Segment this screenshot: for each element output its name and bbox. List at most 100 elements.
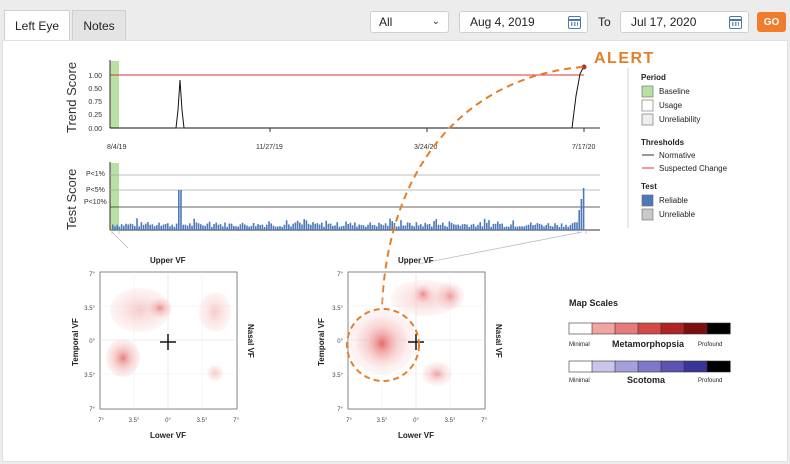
test-bar xyxy=(191,225,193,230)
test-bar xyxy=(250,225,253,230)
test-bar xyxy=(178,190,180,230)
test-bar xyxy=(169,226,171,230)
legend-thresholds-title: Thresholds xyxy=(641,138,685,147)
go-button[interactable]: GO xyxy=(757,12,786,32)
calendar-icon[interactable] xyxy=(568,16,581,29)
test-bar xyxy=(415,222,418,230)
legend-period-title: Period xyxy=(641,73,666,82)
test-bar xyxy=(239,224,242,230)
zoom-bracket xyxy=(111,230,120,234)
test-bar xyxy=(193,218,195,230)
test-bar xyxy=(556,225,558,230)
map-right-label: Nasal VF xyxy=(246,324,255,358)
end-date-value: Jul 17, 2020 xyxy=(631,15,697,29)
test-bar xyxy=(211,227,213,230)
trend-xtick: 3/24/20 xyxy=(414,144,437,151)
test-bar xyxy=(226,226,228,230)
test-bar xyxy=(503,226,506,230)
scale-swatch xyxy=(568,360,593,373)
test-bar xyxy=(160,225,162,230)
scale-swatch xyxy=(683,360,708,373)
test-bar xyxy=(514,226,517,230)
test-bar xyxy=(448,221,451,230)
start-date-value: Aug 4, 2019 xyxy=(470,15,535,29)
test-bar xyxy=(259,225,261,230)
test-bar xyxy=(261,224,264,230)
test-bar xyxy=(457,224,459,230)
test-bar xyxy=(182,224,184,230)
test-bar xyxy=(417,225,420,230)
test-bar xyxy=(435,219,437,230)
tab-left-eye[interactable]: Left Eye xyxy=(4,10,70,40)
test-bar xyxy=(424,222,426,230)
test-bar xyxy=(343,225,345,230)
trend-xtick: 11/27/19 xyxy=(256,144,283,151)
map-ytick: 3.5° xyxy=(84,306,95,312)
legend-swatch-unreliable xyxy=(641,208,654,221)
test-bar xyxy=(215,222,217,230)
test-bar xyxy=(426,224,429,230)
legend-swatch-usage xyxy=(641,99,654,112)
test-bar xyxy=(378,222,380,230)
test-bar xyxy=(195,222,198,230)
test-bar xyxy=(345,221,347,230)
trend-ytick: 0.75 xyxy=(88,99,102,106)
test-bar xyxy=(123,225,125,230)
metamorphopsia-label: Metamorphopsia xyxy=(612,339,685,349)
map-scales-title: Map Scales xyxy=(569,298,618,308)
test-bar xyxy=(217,224,220,230)
test-bar xyxy=(290,226,292,230)
map-ytick: 3.5° xyxy=(84,373,95,379)
test-baseline-period xyxy=(110,163,119,229)
test-bar xyxy=(120,224,123,230)
scale-swatch xyxy=(660,360,685,373)
test-bar xyxy=(439,224,442,230)
test-bar xyxy=(431,226,433,230)
test-bar xyxy=(459,225,462,230)
test-bar xyxy=(527,224,530,230)
map-right-label: Nasal VF xyxy=(494,324,503,358)
test-bar xyxy=(466,224,468,230)
test-bar xyxy=(488,220,490,230)
test-bar xyxy=(301,224,303,230)
test-bar xyxy=(145,223,147,230)
top-bar: Left Eye Notes All ⌄ Aug 4, 2019 To Jul … xyxy=(0,0,790,40)
calendar-icon[interactable] xyxy=(729,16,742,29)
zoom-bracket xyxy=(577,230,587,234)
trend-baseline-period xyxy=(110,61,119,128)
vf-map-current xyxy=(346,271,486,410)
legend-item: Suspected Change xyxy=(659,164,728,173)
legend-swatch-baseline xyxy=(641,85,654,98)
test-bar xyxy=(149,224,151,230)
test-bar xyxy=(184,224,187,230)
legend-item: Unreliable xyxy=(659,210,696,219)
trend-ytick: 0.25 xyxy=(88,112,102,119)
test-bar xyxy=(299,222,301,230)
test-bar xyxy=(230,223,233,230)
test-bar xyxy=(202,225,204,230)
end-date-field[interactable]: Jul 17, 2020 xyxy=(620,11,749,33)
test-bar xyxy=(347,224,349,230)
test-bar xyxy=(189,223,191,230)
test-bar xyxy=(552,226,554,230)
test-bar xyxy=(464,224,466,230)
map-ytick: 7° xyxy=(89,407,95,413)
test-bar xyxy=(224,222,226,230)
test-bar xyxy=(257,223,259,230)
scale-max-label: Profound xyxy=(698,378,722,384)
test-bar xyxy=(116,224,118,230)
start-date-field[interactable]: Aug 4, 2019 xyxy=(459,11,588,33)
test-bar xyxy=(307,223,310,230)
test-bar xyxy=(563,226,565,230)
test-bar xyxy=(338,226,341,230)
tab-notes[interactable]: Notes xyxy=(72,10,126,40)
test-bar xyxy=(477,224,479,230)
map-ytick: 0° xyxy=(89,339,95,345)
test-bar xyxy=(387,225,389,230)
filter-select[interactable]: All ⌄ xyxy=(370,11,449,33)
test-bar xyxy=(180,190,182,230)
test-bar xyxy=(411,225,413,230)
test-bar xyxy=(336,222,338,230)
content-panel xyxy=(2,40,788,462)
